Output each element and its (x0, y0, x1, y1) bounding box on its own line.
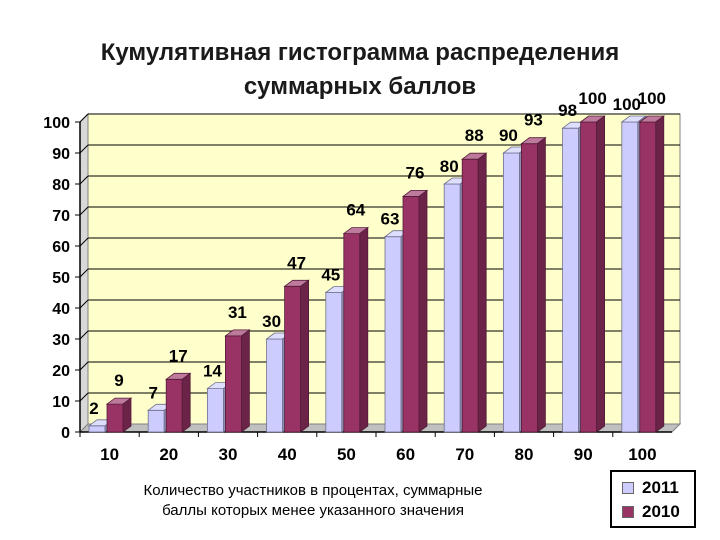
data-label-2010-20: 17 (169, 346, 188, 365)
bar-side-2010-20 (181, 372, 191, 433)
y-tick-label: 100 (43, 115, 70, 132)
data-label-2011-20: 7 (148, 383, 157, 402)
data-label-2010-10: 9 (114, 371, 123, 390)
x-tick-label: 60 (396, 445, 415, 464)
bar-side-2010-100 (655, 115, 665, 433)
gridline-side (79, 361, 89, 371)
gridline-side (79, 330, 89, 340)
bar-2010-40 (284, 285, 302, 433)
y-tick-label: 70 (52, 208, 70, 225)
bar-2011-60 (384, 236, 402, 433)
data-label-2011-30: 14 (203, 362, 222, 381)
bar-side-2010-10 (122, 397, 132, 433)
y-tick-label: 40 (52, 301, 70, 318)
x-tick-label: 90 (574, 445, 593, 464)
bar-2010-90 (580, 121, 597, 433)
gridline-side (79, 392, 89, 402)
gridline-side (79, 175, 89, 185)
legend-label-2011: 2011 (642, 478, 679, 497)
legend-swatch-2010 (622, 506, 634, 518)
gridline-side (79, 113, 89, 123)
bar-side-2010-30 (240, 329, 250, 433)
data-label-2010-80: 93 (524, 111, 543, 130)
legend-item-2010: 2010 (622, 502, 680, 522)
gridline-side (79, 268, 89, 278)
bar-side-2010-90 (596, 115, 605, 433)
data-label-2011-60: 63 (381, 210, 400, 229)
legend-swatch-2011 (622, 482, 634, 494)
bar-2011-20 (147, 409, 165, 433)
data-label-2011-70: 80 (440, 157, 459, 176)
gridline-side (79, 206, 89, 216)
y-tick-label: 60 (52, 239, 70, 256)
bar-2010-80 (521, 143, 538, 433)
legend-label-2010: 2010 (642, 502, 680, 521)
data-label-2010-90: 100 (578, 89, 606, 108)
bar-2010-70 (461, 158, 479, 433)
bar-2011-90 (562, 127, 579, 433)
data-label-2011-90: 98 (558, 101, 577, 120)
x-tick-label: 70 (455, 445, 474, 464)
x-tick-label: 40 (278, 445, 297, 464)
chart-caption: Количество участников в процентах, сумма… (98, 481, 528, 521)
x-tick-label: 100 (628, 445, 656, 464)
bar-2011-40 (266, 338, 284, 433)
data-label-2010-100: 100 (638, 89, 666, 108)
data-label-2010-40: 47 (287, 253, 306, 272)
x-tick-label: 50 (337, 445, 356, 464)
y-tick-label: 30 (52, 332, 70, 349)
x-tick-label: 80 (515, 445, 534, 464)
chart-legend: 2011 2010 (610, 470, 696, 528)
gridline-side (79, 144, 89, 154)
bar-2010-50 (343, 233, 361, 433)
caption-line-2: баллы которых менее указанного значения (162, 502, 464, 519)
data-label-2011-100: 100 (613, 95, 641, 114)
y-tick-label: 80 (52, 177, 70, 194)
y-tick-label: 20 (52, 363, 70, 380)
bar-2010-30 (224, 335, 242, 433)
bar-2011-70 (443, 183, 461, 433)
bar-2010-60 (402, 195, 420, 433)
bar-side-2010-80 (537, 136, 546, 433)
gridline-side (79, 237, 89, 247)
bar-2010-10 (106, 403, 124, 433)
y-tick-label: 90 (52, 146, 70, 163)
data-label-2011-80: 90 (499, 126, 518, 145)
data-label-2010-30: 31 (228, 303, 247, 322)
bar-2011-80 (502, 152, 520, 433)
bar-2011-100 (621, 121, 639, 433)
chart-title-line-1: Кумулятивная гистограмма распределения (100, 39, 620, 66)
data-label-2010-60: 76 (406, 163, 425, 182)
data-label-2011-50: 45 (321, 266, 340, 285)
bar-side-2010-70 (477, 152, 487, 433)
bar-side-2010-50 (359, 226, 369, 433)
bar-side-2010-60 (418, 189, 428, 433)
data-label-2011-40: 30 (262, 312, 281, 331)
bar-2011-30 (206, 388, 224, 433)
y-tick-label: 10 (52, 394, 70, 411)
caption-line-1: Количество участников в процентах, сумма… (143, 482, 483, 499)
chart-title-line-2: суммарных баллов (243, 73, 477, 100)
bar-2011-50 (325, 292, 343, 433)
x-tick-label: 10 (100, 445, 119, 464)
legend-item-2011: 2011 (622, 478, 679, 498)
data-label-2010-70: 88 (465, 126, 484, 145)
bar-2010-100 (639, 121, 657, 433)
gridline-side (79, 299, 89, 309)
y-tick-label: 0 (61, 425, 70, 442)
data-label-2011-10: 2 (89, 399, 98, 418)
bar-2011-10 (88, 425, 106, 433)
x-tick-label: 30 (219, 445, 238, 464)
chart-title: Кумулятивная гистограмма распределения с… (40, 36, 680, 104)
y-tick-label: 50 (52, 270, 70, 287)
data-label-2010-50: 64 (346, 201, 365, 220)
bar-2010-20 (165, 378, 183, 433)
bar-side-2010-40 (300, 279, 310, 433)
x-tick-label: 20 (159, 445, 178, 464)
